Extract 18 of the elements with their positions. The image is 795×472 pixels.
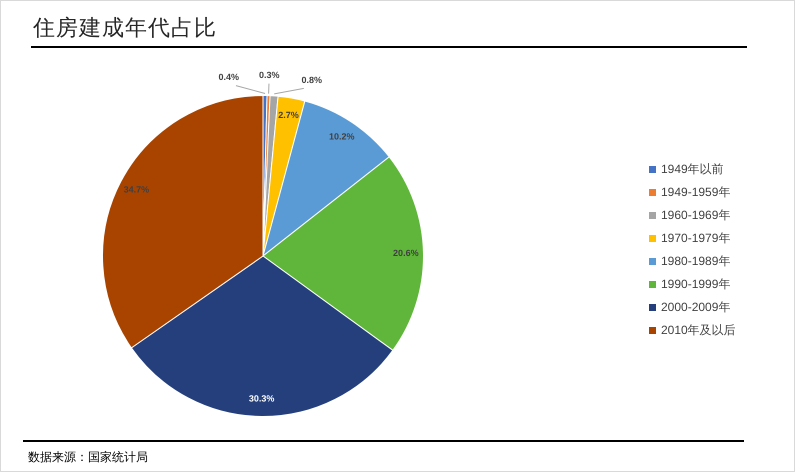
legend-label: 1990-1999年 xyxy=(661,276,730,293)
source-note: 数据来源：国家统计局 xyxy=(28,449,148,466)
chart-title: 住房建成年代占比 xyxy=(33,14,217,42)
data-label: 34.7% xyxy=(124,184,150,194)
legend-label: 1960-1969年 xyxy=(661,207,730,224)
data-label: 0.3% xyxy=(258,70,280,80)
data-label: 0.4% xyxy=(218,72,239,82)
legend-label: 1970-1979年 xyxy=(661,230,730,247)
legend-label: 1949-1959年 xyxy=(661,184,730,201)
legend-label: 2010年及以后 xyxy=(661,322,736,339)
legend-label: 1980-1989年 xyxy=(661,253,730,270)
data-label: 0.8% xyxy=(301,75,322,86)
data-label: 10.2% xyxy=(329,131,355,142)
data-label: 30.3% xyxy=(248,393,274,404)
data-label: 2.7% xyxy=(278,110,299,120)
data-label: 20.6% xyxy=(393,248,419,258)
legend-label: 1949年以前 xyxy=(661,161,724,178)
legend-label: 2000-2009年 xyxy=(661,299,730,316)
